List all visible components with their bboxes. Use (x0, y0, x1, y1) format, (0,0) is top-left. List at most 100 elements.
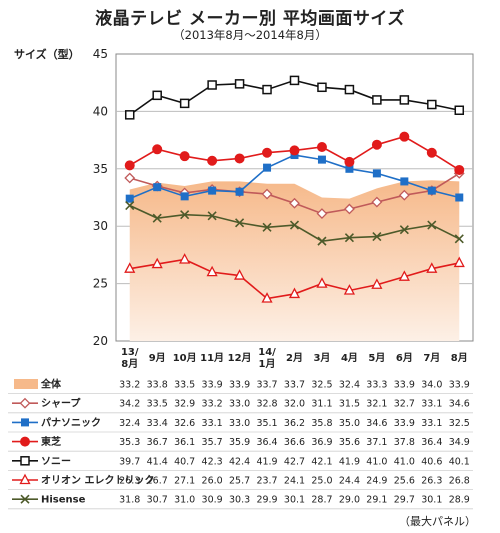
data-label: 30.7 (147, 495, 168, 506)
y-axis-label: サイズ（型） (14, 48, 80, 61)
data-point (398, 270, 410, 281)
data-label: 25.0 (311, 476, 332, 487)
data-label: 32.5 (449, 418, 470, 429)
data-label: 32.1 (366, 399, 387, 410)
data-point (400, 177, 409, 186)
data-point (179, 253, 191, 264)
data-label: 26.3 (119, 476, 140, 487)
y-tick-label: 35 (93, 162, 108, 176)
data-point (207, 155, 218, 166)
data-label: 24.9 (366, 476, 387, 487)
data-label: 28.7 (311, 495, 332, 506)
data-point (372, 231, 382, 242)
data-label: 33.9 (202, 380, 223, 391)
data-point (207, 80, 217, 90)
data-label: 24.1 (284, 476, 305, 487)
data-label: 33.7 (284, 380, 305, 391)
data-point (371, 139, 382, 150)
data-label: 33.5 (174, 380, 195, 391)
data-label: 33.4 (147, 418, 168, 429)
data-label: 36.4 (421, 437, 442, 448)
data-label: 34.9 (449, 437, 470, 448)
data-point (180, 210, 190, 220)
data-label: 26.7 (147, 476, 168, 487)
data-label: 29.9 (256, 495, 277, 506)
data-label: 33.1 (421, 418, 442, 429)
series-area-zentai (129, 180, 460, 341)
data-label: 35.8 (311, 418, 332, 429)
x-tick-label: 3月 (313, 352, 330, 364)
data-label: 34.6 (449, 399, 470, 410)
data-point (288, 287, 301, 299)
data-point (316, 277, 328, 288)
legend-label: シャープ (41, 397, 81, 410)
legend-marker-group (20, 494, 30, 504)
data-point (235, 187, 244, 196)
data-label: 36.6 (284, 437, 305, 448)
x-tick-label: 14/ (258, 347, 276, 358)
data-point (454, 234, 464, 244)
y-tick-label: 20 (93, 334, 108, 348)
data-point (152, 213, 162, 223)
data-point (263, 163, 272, 172)
data-point (289, 145, 300, 156)
data-label: 33.5 (147, 399, 168, 410)
data-label: 32.8 (256, 399, 277, 410)
data-point (372, 169, 381, 178)
data-label: 36.9 (311, 437, 332, 448)
panel-note: （最大パネル） (399, 515, 476, 528)
data-label: 42.4 (229, 456, 250, 467)
data-label: 33.3 (366, 380, 387, 391)
data-label: 32.7 (394, 399, 415, 410)
x-tick-label: 6月 (396, 352, 413, 364)
x-tick-label: 1月 (259, 358, 276, 370)
data-label: 33.2 (119, 380, 140, 391)
data-point (289, 197, 300, 209)
data-label: 33.9 (394, 380, 415, 391)
data-label: 33.9 (229, 380, 250, 391)
data-label: 32.4 (339, 380, 360, 391)
y-tick-label: 45 (93, 47, 108, 61)
data-label: 32.9 (174, 399, 195, 410)
data-label: 35.1 (256, 418, 277, 429)
data-point (317, 82, 327, 93)
data-point (124, 172, 136, 184)
legend-marker-group (19, 473, 31, 485)
legend-label: 全体 (40, 378, 62, 391)
data-label: 30.3 (229, 495, 250, 506)
legend-marker (19, 473, 31, 485)
data-point (125, 200, 135, 211)
data-label: 32.0 (284, 399, 305, 410)
data-point (289, 220, 300, 230)
data-point (262, 84, 272, 95)
data-label: 33.7 (256, 380, 277, 391)
data-point (454, 105, 465, 116)
data-point (208, 186, 217, 195)
data-label: 33.1 (421, 399, 442, 410)
data-label: 36.1 (174, 437, 195, 448)
data-point (180, 192, 189, 201)
data-label: 33.8 (147, 380, 168, 391)
data-point (399, 225, 409, 235)
data-label: 29.1 (366, 495, 387, 506)
data-point (152, 90, 162, 101)
data-label: 31.0 (174, 495, 195, 506)
data-point (344, 203, 355, 215)
data-point (124, 262, 136, 273)
data-label: 36.7 (147, 437, 168, 448)
legend-marker-group (19, 397, 31, 409)
data-point (262, 222, 272, 232)
data-label: 29.0 (339, 495, 360, 506)
data-point (179, 98, 190, 109)
x-tick-label: 8月 (121, 358, 138, 370)
data-label: 35.9 (229, 437, 250, 448)
legend-label: Hisense (41, 495, 86, 506)
data-point (289, 75, 300, 86)
legend-marker (21, 418, 29, 427)
data-label: 40.1 (449, 456, 470, 467)
data-point (234, 153, 245, 164)
data-point (125, 194, 134, 203)
legend-marker (19, 397, 31, 409)
x-tick-label: 2月 (286, 352, 303, 364)
